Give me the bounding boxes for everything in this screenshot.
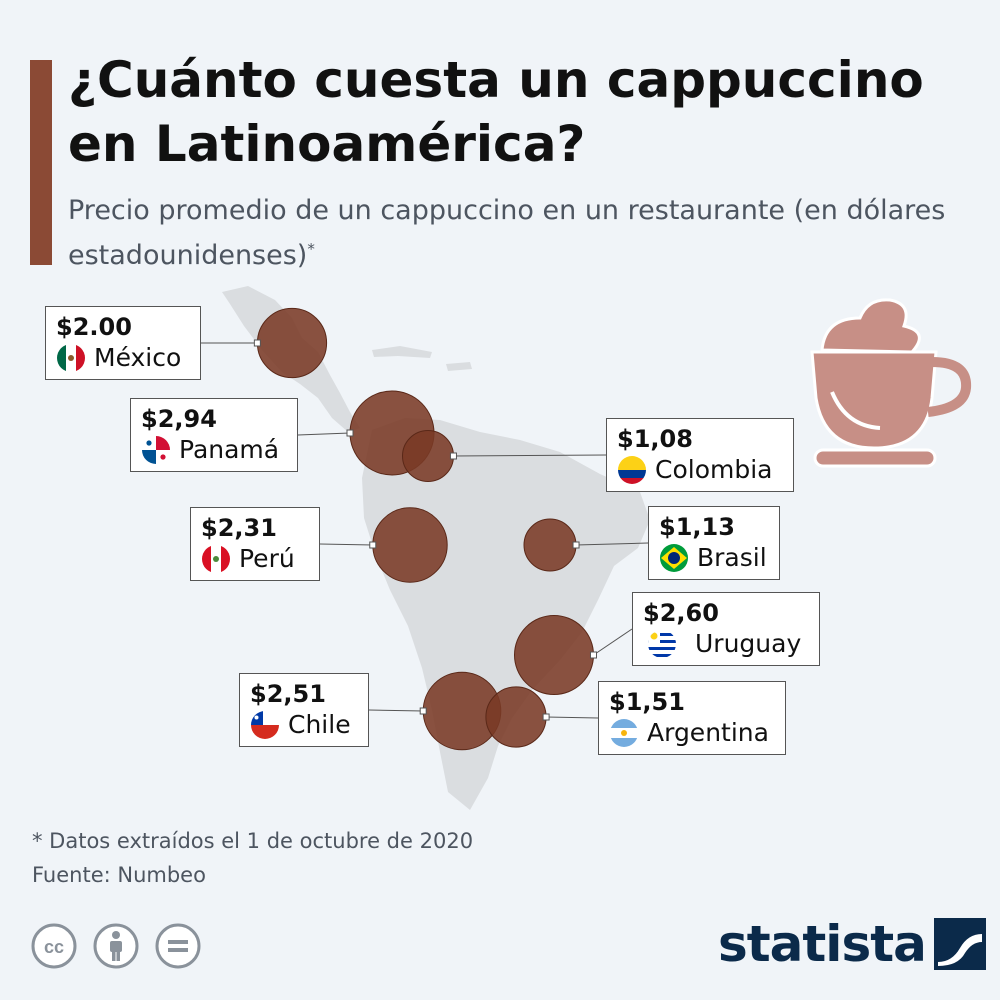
leader-anchor-mexico xyxy=(253,339,261,347)
leader-anchor-brasil xyxy=(572,541,580,549)
data-note: * Datos extraídos el 1 de octubre de 202… xyxy=(32,829,474,853)
leader-anchor-argentina xyxy=(542,713,550,721)
country-panama: Panamá xyxy=(179,435,280,464)
page-title: ¿Cuánto cuesta un cappuccino en Latinoam… xyxy=(68,51,924,173)
brazil-flag-icon xyxy=(660,544,688,572)
leader-line-panama xyxy=(297,432,351,436)
source-note: Fuente: Numbeo xyxy=(32,863,206,887)
accent-bar xyxy=(30,60,52,265)
leader-anchor-colombia xyxy=(449,452,457,460)
footnote: * Datos extraídos el 1 de octubre de 202… xyxy=(32,824,473,892)
country-colombia: Colombia xyxy=(655,455,773,484)
subtitle: Precio promedio de un cappuccino en un r… xyxy=(68,192,968,275)
label-uruguay: $2,60 Uruguay xyxy=(632,592,820,666)
license-icons: cc xyxy=(30,922,202,970)
mexico-flag-icon xyxy=(57,344,85,372)
bubble-layer xyxy=(201,307,649,751)
uruguay-flag-icon xyxy=(648,630,676,658)
bubble-argentina[interactable] xyxy=(485,686,547,748)
label-peru: $2,31 Perú xyxy=(190,507,320,581)
price-peru: $2,31 xyxy=(201,514,277,542)
peru-flag-icon xyxy=(202,545,230,573)
price-brasil: $1,13 xyxy=(659,513,735,541)
price-panama: $2,94 xyxy=(141,405,217,433)
cc-icon[interactable]: cc xyxy=(30,922,78,970)
leader-line-colombia xyxy=(453,454,607,457)
country-brasil: Brasil xyxy=(697,543,767,572)
leader-line-argentina xyxy=(546,716,599,719)
colombia-flag-icon xyxy=(618,456,646,484)
subtitle-footnote-mark: * xyxy=(307,240,315,258)
statista-mark-icon xyxy=(933,918,986,970)
panama-flag-icon xyxy=(142,436,170,464)
attribution-icon[interactable] xyxy=(92,922,140,970)
bubble-peru[interactable] xyxy=(372,507,448,583)
label-colombia: $1,08 Colombia xyxy=(606,418,794,492)
country-uruguay: Uruguay xyxy=(695,629,802,658)
price-chile: $2,51 xyxy=(250,680,326,708)
argentina-flag-icon xyxy=(610,719,638,747)
leader-line-brasil xyxy=(576,542,649,546)
svg-text:cc: cc xyxy=(44,937,64,957)
country-argentina: Argentina xyxy=(647,718,769,747)
label-argentina: $1,51 Argentina xyxy=(598,681,786,755)
coffee-cup-icon xyxy=(810,298,972,468)
leader-anchor-uruguay xyxy=(589,651,597,659)
no-derivatives-icon[interactable] xyxy=(154,922,202,970)
price-colombia: $1,08 xyxy=(617,425,693,453)
leader-line-peru xyxy=(319,543,373,546)
label-chile: $2,51 Chile xyxy=(239,673,369,747)
caribbean-islands-shape xyxy=(372,346,472,371)
country-mexico: México xyxy=(94,343,182,372)
leader-line-chile xyxy=(368,709,424,712)
price-uruguay: $2,60 xyxy=(643,599,719,627)
chile-flag-icon xyxy=(251,711,279,739)
subtitle-text: Precio promedio de un cappuccino en un r… xyxy=(68,195,946,271)
bubble-mexico[interactable] xyxy=(256,307,328,379)
country-peru: Perú xyxy=(239,544,295,573)
label-panama: $2,94 Panamá xyxy=(130,398,298,472)
label-brasil: $1,13 Brasil xyxy=(648,506,780,580)
bubble-brasil[interactable] xyxy=(523,518,577,572)
bubble-uruguay[interactable] xyxy=(514,615,594,695)
statista-logo[interactable]: statista xyxy=(718,915,986,973)
leader-anchor-chile xyxy=(419,707,427,715)
brand-name: statista xyxy=(718,915,927,973)
label-mexico: $2.00 México xyxy=(45,306,201,380)
leader-line-uruguay xyxy=(593,628,633,656)
country-chile: Chile xyxy=(288,710,351,739)
price-argentina: $1,51 xyxy=(609,688,685,716)
price-mexico: $2.00 xyxy=(56,313,132,341)
leader-anchor-peru xyxy=(369,541,377,549)
leader-anchor-panama xyxy=(346,429,354,437)
bubble-colombia[interactable] xyxy=(402,430,454,482)
